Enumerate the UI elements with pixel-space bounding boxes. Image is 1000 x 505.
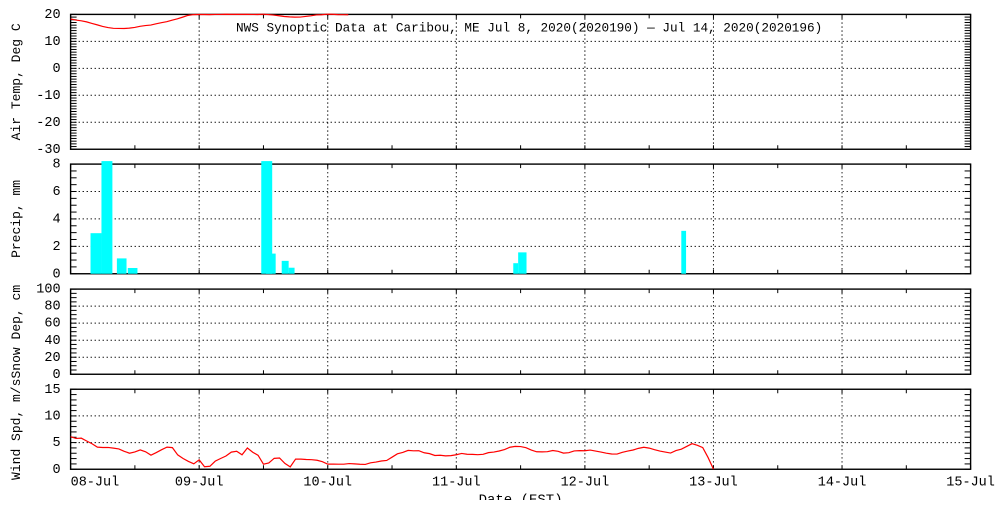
- svg-text:0: 0: [52, 368, 60, 383]
- svg-text:6: 6: [52, 185, 60, 200]
- svg-text:15-Jul: 15-Jul: [946, 475, 995, 490]
- svg-text:Air Temp, Deg C: Air Temp, Deg C: [9, 23, 24, 140]
- svg-text:15: 15: [44, 383, 60, 398]
- svg-text:10: 10: [44, 409, 60, 424]
- svg-text:11-Jul: 11-Jul: [432, 475, 481, 490]
- svg-text:20: 20: [44, 351, 60, 366]
- svg-text:20: 20: [44, 8, 60, 23]
- svg-text:08-Jul: 08-Jul: [71, 475, 120, 490]
- svg-text:0: 0: [52, 62, 60, 77]
- svg-text:-20: -20: [36, 116, 60, 131]
- svg-text:10-Jul: 10-Jul: [303, 475, 352, 490]
- svg-text:10: 10: [44, 35, 60, 50]
- svg-text:2: 2: [52, 240, 60, 255]
- svg-text:0: 0: [52, 463, 60, 478]
- svg-text:Wind Spd, m/s: Wind Spd, m/s: [9, 379, 24, 480]
- svg-text:4: 4: [52, 212, 60, 227]
- svg-text:8: 8: [52, 158, 60, 173]
- svg-text:13-Jul: 13-Jul: [689, 475, 738, 490]
- svg-text:40: 40: [44, 334, 60, 349]
- svg-text:NWS Synoptic Data at Caribou,: NWS Synoptic Data at Caribou, ME Jul 8, …: [236, 21, 822, 36]
- svg-text:12-Jul: 12-Jul: [561, 475, 610, 490]
- svg-text:100: 100: [36, 283, 60, 298]
- svg-text:0: 0: [52, 267, 60, 282]
- svg-text:-30: -30: [36, 143, 60, 158]
- svg-text:80: 80: [44, 300, 60, 315]
- svg-text:Precip, mm: Precip, mm: [9, 180, 24, 258]
- svg-text:09-Jul: 09-Jul: [175, 475, 224, 490]
- svg-text:Snow Dep, cm: Snow Dep, cm: [9, 285, 24, 379]
- svg-text:Date (EST): Date (EST): [479, 492, 563, 500]
- svg-text:60: 60: [44, 317, 60, 332]
- svg-text:5: 5: [52, 436, 60, 451]
- svg-text:-10: -10: [36, 89, 60, 104]
- svg-text:14-Jul: 14-Jul: [818, 475, 867, 490]
